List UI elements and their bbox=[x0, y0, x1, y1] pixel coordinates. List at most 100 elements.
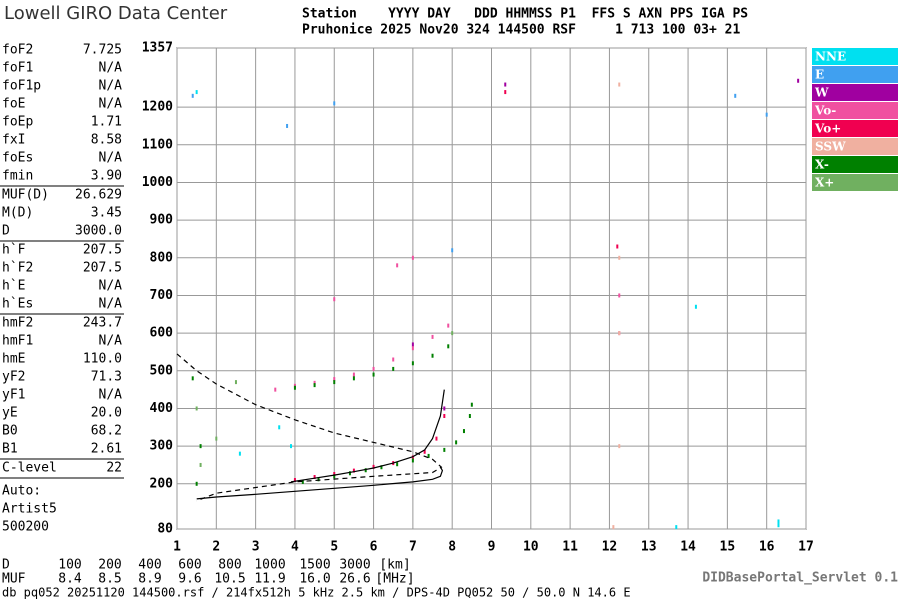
echo-point bbox=[333, 297, 336, 302]
muf-cell: 800 bbox=[218, 558, 241, 573]
legend-swatch bbox=[812, 102, 898, 119]
param-name: hmF1 bbox=[2, 334, 33, 349]
echo-point bbox=[333, 474, 336, 479]
param-value: 3.45 bbox=[91, 206, 122, 221]
echo-point bbox=[431, 334, 434, 339]
echo-point bbox=[317, 477, 320, 482]
echo-point bbox=[618, 331, 621, 336]
y-tick-label: 800 bbox=[150, 250, 174, 265]
echo-point bbox=[278, 425, 281, 430]
legend-label: SSW bbox=[815, 140, 846, 154]
muf-cell: 400 bbox=[138, 558, 161, 573]
echo-point bbox=[447, 323, 450, 328]
muf-cell: 26.6 bbox=[339, 572, 370, 587]
echo-point bbox=[618, 255, 621, 260]
param-value: 207.5 bbox=[83, 261, 122, 276]
y-tick-label: 80 bbox=[157, 522, 173, 537]
echo-point bbox=[411, 346, 414, 351]
param-value: 26.629 bbox=[75, 188, 122, 203]
x-tick-label: 9 bbox=[488, 540, 496, 555]
param-value: N/A bbox=[99, 279, 123, 294]
echo-point bbox=[352, 376, 355, 381]
param-name: C-level bbox=[2, 461, 57, 476]
echo-point bbox=[372, 366, 375, 371]
x-tick-label: 4 bbox=[291, 540, 299, 555]
x-tick-label: 7 bbox=[409, 540, 417, 555]
echo-point bbox=[447, 344, 450, 349]
echo-point bbox=[694, 304, 697, 309]
profile-curve bbox=[176, 353, 443, 502]
muf-cell: 9.6 bbox=[178, 572, 201, 587]
legend-label: W bbox=[814, 86, 829, 100]
echo-point bbox=[313, 475, 316, 480]
header-line: Pruhonice 2025 Nov20 324 144500 RSF 1 71… bbox=[302, 23, 740, 38]
echo-point bbox=[352, 468, 355, 473]
echo-point bbox=[274, 387, 277, 392]
y-tick-label: 1000 bbox=[142, 175, 173, 190]
logo: Lowell GIRO Data Center bbox=[4, 3, 228, 24]
param-name: yF2 bbox=[2, 370, 25, 385]
param-value: 3.90 bbox=[91, 169, 122, 184]
param-name: h`F bbox=[2, 243, 26, 258]
echo-point bbox=[443, 447, 446, 452]
echo-point bbox=[372, 372, 375, 377]
echo-point bbox=[504, 90, 507, 95]
y-tick-label: 600 bbox=[150, 326, 174, 341]
legend-swatch bbox=[812, 48, 898, 65]
echo-point bbox=[333, 380, 336, 385]
echo-point bbox=[293, 385, 296, 390]
auto-label: 500200 bbox=[2, 520, 49, 535]
param-name: fxI bbox=[2, 133, 25, 148]
echo-point bbox=[293, 478, 296, 483]
muf-cell: 1500 bbox=[299, 558, 330, 573]
param-name: M(D) bbox=[2, 206, 33, 221]
param-value: N/A bbox=[99, 334, 123, 349]
param-name: h`E bbox=[2, 279, 25, 294]
param-value: N/A bbox=[99, 297, 123, 312]
x-tick-label: 15 bbox=[720, 540, 736, 555]
param-value: N/A bbox=[99, 388, 123, 403]
legend-label: Vo- bbox=[814, 104, 836, 118]
echo-point bbox=[468, 414, 471, 419]
muf-cell: [MHz] bbox=[375, 572, 414, 587]
x-tick-label: 5 bbox=[330, 540, 338, 555]
param-value: 68.2 bbox=[91, 424, 122, 439]
echo-point bbox=[455, 440, 458, 445]
x-tick-label: 16 bbox=[759, 540, 775, 555]
y-tick-label: 700 bbox=[150, 288, 174, 303]
x-tick-label: 13 bbox=[641, 540, 657, 555]
echo-point bbox=[392, 357, 395, 362]
echo-point bbox=[451, 331, 454, 336]
legend-swatch bbox=[812, 66, 898, 83]
param-value: 71.3 bbox=[91, 370, 122, 385]
echo-point bbox=[443, 414, 446, 419]
echo-point bbox=[777, 523, 780, 528]
echo-point bbox=[313, 383, 316, 388]
legend-label: X+ bbox=[815, 176, 834, 190]
param-name: yF1 bbox=[2, 388, 25, 403]
param-value: 8.58 bbox=[91, 133, 122, 148]
echo-point bbox=[380, 465, 383, 470]
echo-point bbox=[411, 458, 414, 463]
muf-cell: 100 bbox=[58, 558, 81, 573]
echo-point bbox=[199, 462, 202, 467]
x-tick-label: 1 bbox=[173, 540, 181, 555]
echo-point bbox=[352, 372, 355, 377]
echo-point bbox=[333, 101, 336, 106]
x-tick-label: 3 bbox=[252, 540, 260, 555]
param-name: D bbox=[2, 224, 10, 239]
echo-point bbox=[199, 444, 202, 449]
param-value: 20.0 bbox=[91, 406, 122, 421]
echo-point bbox=[427, 453, 430, 458]
legend-swatch bbox=[812, 156, 898, 173]
y-tick-label: 1200 bbox=[142, 100, 173, 115]
echo-point bbox=[618, 444, 621, 449]
param-value: N/A bbox=[99, 151, 123, 166]
echo-point bbox=[238, 451, 241, 456]
muf-cell: 10.5 bbox=[214, 572, 245, 587]
auto-label: Auto: bbox=[2, 484, 41, 499]
echo-point bbox=[423, 449, 426, 454]
x-tick-label: 2 bbox=[212, 540, 220, 555]
profile-curve bbox=[290, 389, 445, 483]
